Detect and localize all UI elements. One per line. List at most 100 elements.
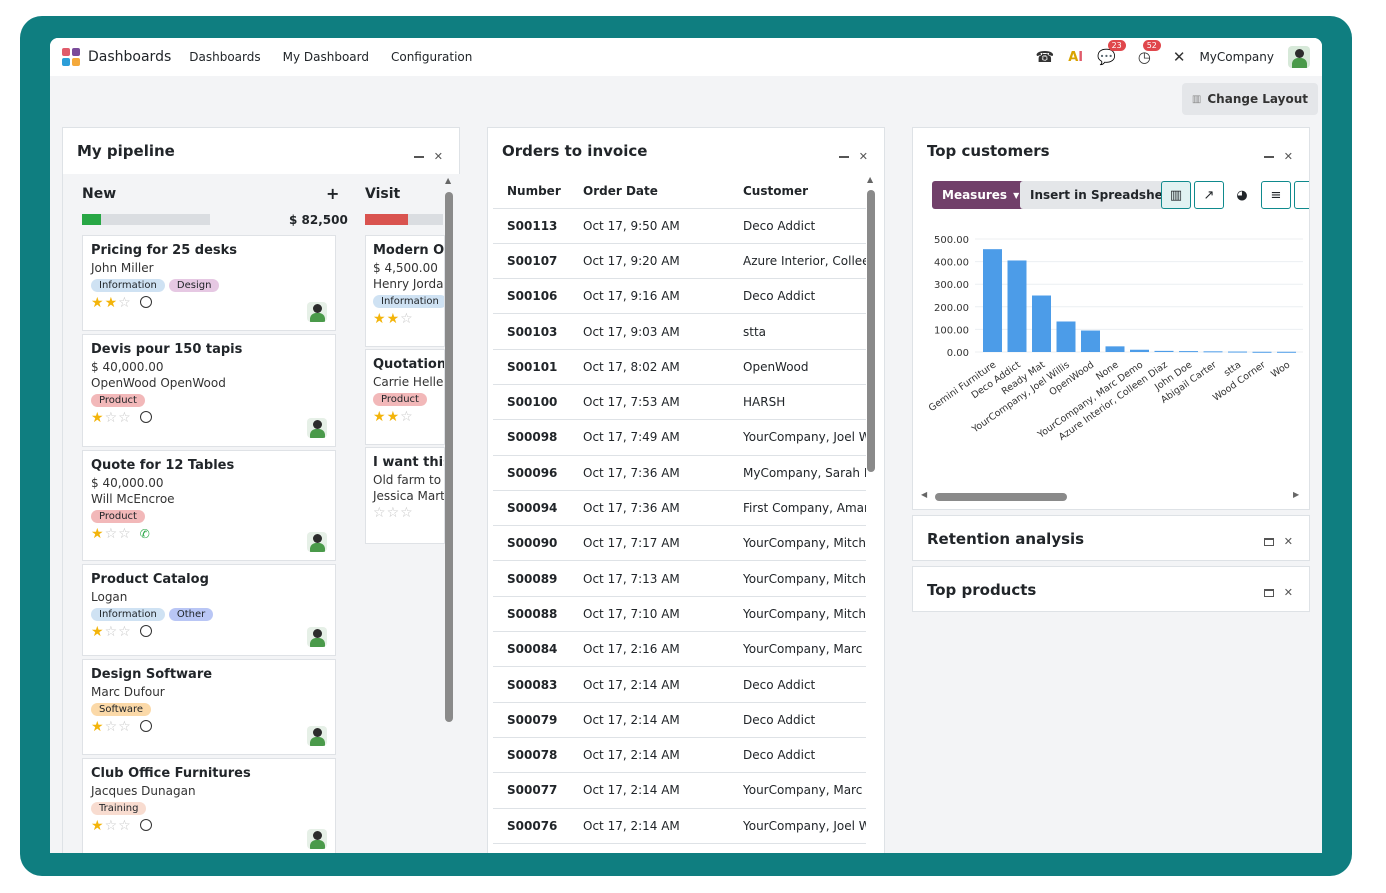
star-icon[interactable]: ★: [91, 719, 105, 735]
star-icon[interactable]: ★: [91, 818, 105, 834]
star-empty-icon[interactable]: ☆: [118, 624, 132, 640]
star-empty-icon[interactable]: ☆: [118, 295, 132, 311]
pipeline-scrollbar[interactable]: [445, 192, 453, 722]
kanban-card[interactable]: Modern Op $ 4,500.00 Henry Jordai Informati…: [365, 235, 445, 347]
kanban-card[interactable]: I want this I Old farm to r Jessica Marti ☆…: [365, 447, 445, 544]
table-row[interactable]: S00079 Oct 17, 2:14 AM Deco Addict: [493, 702, 866, 738]
col-number[interactable]: Number: [493, 174, 569, 209]
phone-activity-icon[interactable]: ✆: [139, 527, 151, 541]
minimize-icon[interactable]: [1263, 156, 1274, 158]
table-row[interactable]: S00103 Oct 17, 9:03 AM stta: [493, 313, 866, 350]
ai-icon[interactable]: AI: [1068, 49, 1084, 65]
chart-bar[interactable]: [1081, 330, 1100, 352]
chart-bar[interactable]: [1105, 346, 1125, 352]
star-icon[interactable]: ★: [373, 409, 387, 425]
chart-horizontal-scrollbar[interactable]: [935, 493, 1067, 501]
priority-stars[interactable]: ★☆☆: [91, 624, 327, 640]
chart-bar[interactable]: [1056, 321, 1076, 352]
table-row[interactable]: S00077 Oct 17, 2:14 AM YourCompany, Marc…: [493, 772, 866, 809]
kanban-card[interactable]: Devis pour 150 tapis $ 40,000.00 OpenWood …: [82, 334, 336, 447]
minimize-icon[interactable]: [838, 156, 849, 158]
change-layout-button[interactable]: ▥ Change Layout: [1181, 83, 1318, 115]
star-empty-icon[interactable]: ☆: [400, 409, 414, 425]
scroll-up-arrow-icon[interactable]: ▲: [445, 176, 452, 185]
close-icon[interactable]: ✕: [858, 150, 868, 163]
database-icon[interactable]: ≡: [1261, 181, 1291, 209]
star-empty-icon[interactable]: ☆: [118, 526, 132, 542]
table-row[interactable]: S00106 Oct 17, 9:16 AM Deco Addict: [493, 278, 866, 315]
star-empty-icon[interactable]: ☆: [104, 624, 119, 640]
close-icon[interactable]: ✕: [1283, 586, 1293, 599]
menu-my-dashboard[interactable]: My Dashboard: [282, 50, 369, 64]
scroll-right-arrow-icon[interactable]: ▶: [1293, 490, 1300, 499]
star-empty-icon[interactable]: ☆: [400, 505, 414, 521]
table-row[interactable]: S00100 Oct 17, 7:53 AM HARSH: [493, 384, 866, 421]
scroll-left-arrow-icon[interactable]: ◀: [921, 490, 928, 499]
table-row[interactable]: S00078 Oct 17, 2:14 AM Deco Addict: [493, 737, 866, 774]
phone-icon[interactable]: ☎: [1035, 48, 1055, 66]
chart-bar[interactable]: [1007, 260, 1027, 352]
chart-bar[interactable]: [1130, 349, 1149, 352]
star-empty-icon[interactable]: ☆: [400, 311, 414, 327]
star-icon[interactable]: ★: [91, 410, 105, 426]
star-empty-icon[interactable]: ☆: [118, 410, 132, 426]
insert-spreadsheet-button[interactable]: Insert in Spreadsheet: [1020, 181, 1187, 209]
tools-icon[interactable]: ✕: [1172, 48, 1186, 66]
table-row[interactable]: S00088 Oct 17, 7:10 AM YourCompany, Mitc…: [493, 596, 866, 633]
chat-icon[interactable]: 💬 23: [1097, 40, 1126, 66]
close-icon[interactable]: ✕: [433, 150, 443, 163]
star-icon[interactable]: ★: [91, 295, 105, 311]
clock-activity-icon[interactable]: [139, 819, 152, 831]
priority-stars[interactable]: ★☆☆: [91, 818, 327, 834]
priority-stars[interactable]: ★★☆: [91, 295, 327, 311]
table-row[interactable]: S00113 Oct 17, 9:50 AM Deco Addict: [493, 208, 866, 244]
line-chart-icon[interactable]: ↗: [1194, 181, 1224, 209]
maximize-icon[interactable]: [1263, 538, 1274, 546]
kanban-card[interactable]: Design Software Marc Dufour Software ★☆☆: [82, 659, 336, 755]
chart-bar[interactable]: [1203, 351, 1223, 353]
maximize-icon[interactable]: [1263, 589, 1274, 597]
chart-bar[interactable]: [1032, 295, 1051, 353]
close-icon[interactable]: ✕: [1283, 150, 1293, 163]
star-icon[interactable]: ★: [386, 409, 401, 425]
table-row[interactable]: S00083 Oct 17, 2:14 AM Deco Addict: [493, 666, 866, 703]
clock-activity-icon[interactable]: [139, 625, 152, 637]
measures-button[interactable]: Measures ▼: [932, 181, 1030, 209]
orders-scrollbar[interactable]: [867, 190, 875, 472]
chart-bar[interactable]: [1179, 351, 1198, 353]
chart-bar[interactable]: [1277, 351, 1296, 353]
clock-activity-icon[interactable]: [139, 296, 152, 308]
menu-dashboards[interactable]: Dashboards: [189, 50, 261, 64]
star-icon[interactable]: ★: [91, 526, 105, 542]
table-row[interactable]: S00090 Oct 17, 7:17 AM YourCompany, Mitc…: [493, 525, 866, 562]
star-empty-icon[interactable]: ☆: [118, 719, 132, 735]
chart-bar[interactable]: [1252, 351, 1272, 353]
table-row[interactable]: S00084 Oct 17, 2:16 AM YourCompany, Marc…: [493, 631, 866, 668]
star-empty-icon[interactable]: ☆: [104, 410, 119, 426]
col-order-date[interactable]: Order Date: [569, 174, 729, 209]
chart-bar[interactable]: [983, 249, 1002, 352]
star-icon[interactable]: ★: [373, 311, 387, 327]
pie-chart-icon[interactable]: ◕: [1227, 181, 1257, 209]
table-row[interactable]: S00101 Oct 17, 8:02 AM OpenWood: [493, 349, 866, 385]
table-row[interactable]: S00096 Oct 17, 7:36 AM MyCompany, Sarah …: [493, 455, 866, 491]
clock-activity-icon[interactable]: [139, 411, 152, 423]
table-row[interactable]: S00098 Oct 17, 7:49 AM YourCompany, Joel…: [493, 419, 866, 456]
star-empty-icon[interactable]: ☆: [104, 526, 119, 542]
priority-stars[interactable]: ★★☆: [373, 409, 437, 425]
add-card-icon[interactable]: +: [326, 184, 340, 203]
star-empty-icon[interactable]: ☆: [104, 818, 119, 834]
star-icon[interactable]: ★: [91, 624, 105, 640]
scroll-up-arrow-icon[interactable]: ▲: [867, 175, 874, 184]
kanban-card[interactable]: Pricing for 25 desks John Miller Informati…: [82, 235, 336, 331]
priority-stars[interactable]: ★★☆: [373, 311, 437, 327]
chart-bar[interactable]: [1154, 350, 1174, 352]
minimize-icon[interactable]: [413, 156, 424, 158]
table-row[interactable]: S00107 Oct 17, 9:20 AM Azure Interior, C…: [493, 243, 866, 280]
company-switcher[interactable]: MyCompany: [1199, 50, 1274, 64]
priority-stars[interactable]: ★☆☆ ✆: [91, 526, 327, 542]
user-avatar[interactable]: [1288, 46, 1310, 68]
kanban-card[interactable]: Quote for 12 Tables $ 40,000.00 Will McEnc…: [82, 450, 336, 561]
priority-stars[interactable]: ★☆☆: [91, 719, 327, 735]
activity-icon[interactable]: ◷ 52: [1138, 40, 1161, 66]
